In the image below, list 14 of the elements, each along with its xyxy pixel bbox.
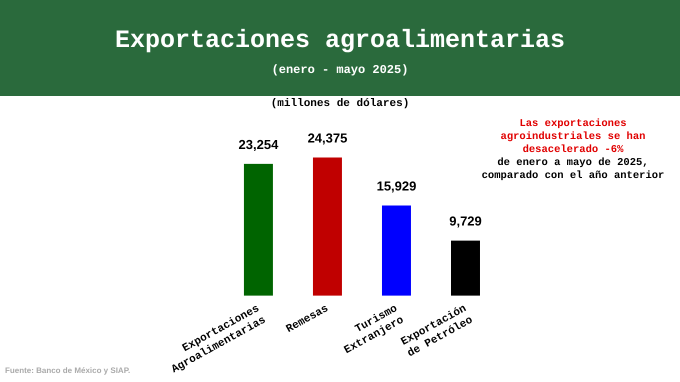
bar xyxy=(382,205,411,296)
data-label: 23,254 xyxy=(238,136,280,152)
bar xyxy=(244,164,273,296)
data-label: 24,375 xyxy=(308,130,348,146)
bar xyxy=(450,240,480,296)
text: Las exportaciones agroindustriales se han desacelerado -6% xyxy=(500,118,646,157)
data-label: 9,729 xyxy=(449,214,482,229)
source-note: Fuente: Banco de México y SIAP. xyxy=(5,366,130,375)
y-axis-title: (millones de dólares) xyxy=(270,98,410,110)
bar xyxy=(312,158,342,296)
text: de enero a mayo de 2025, comparado con el año anterior xyxy=(480,157,666,183)
chart-title: Exportaciones agroalimentarias xyxy=(114,26,566,55)
chart-subtitle: (enero - mayo 2025) xyxy=(270,63,410,77)
data-label: 15,929 xyxy=(376,178,416,194)
